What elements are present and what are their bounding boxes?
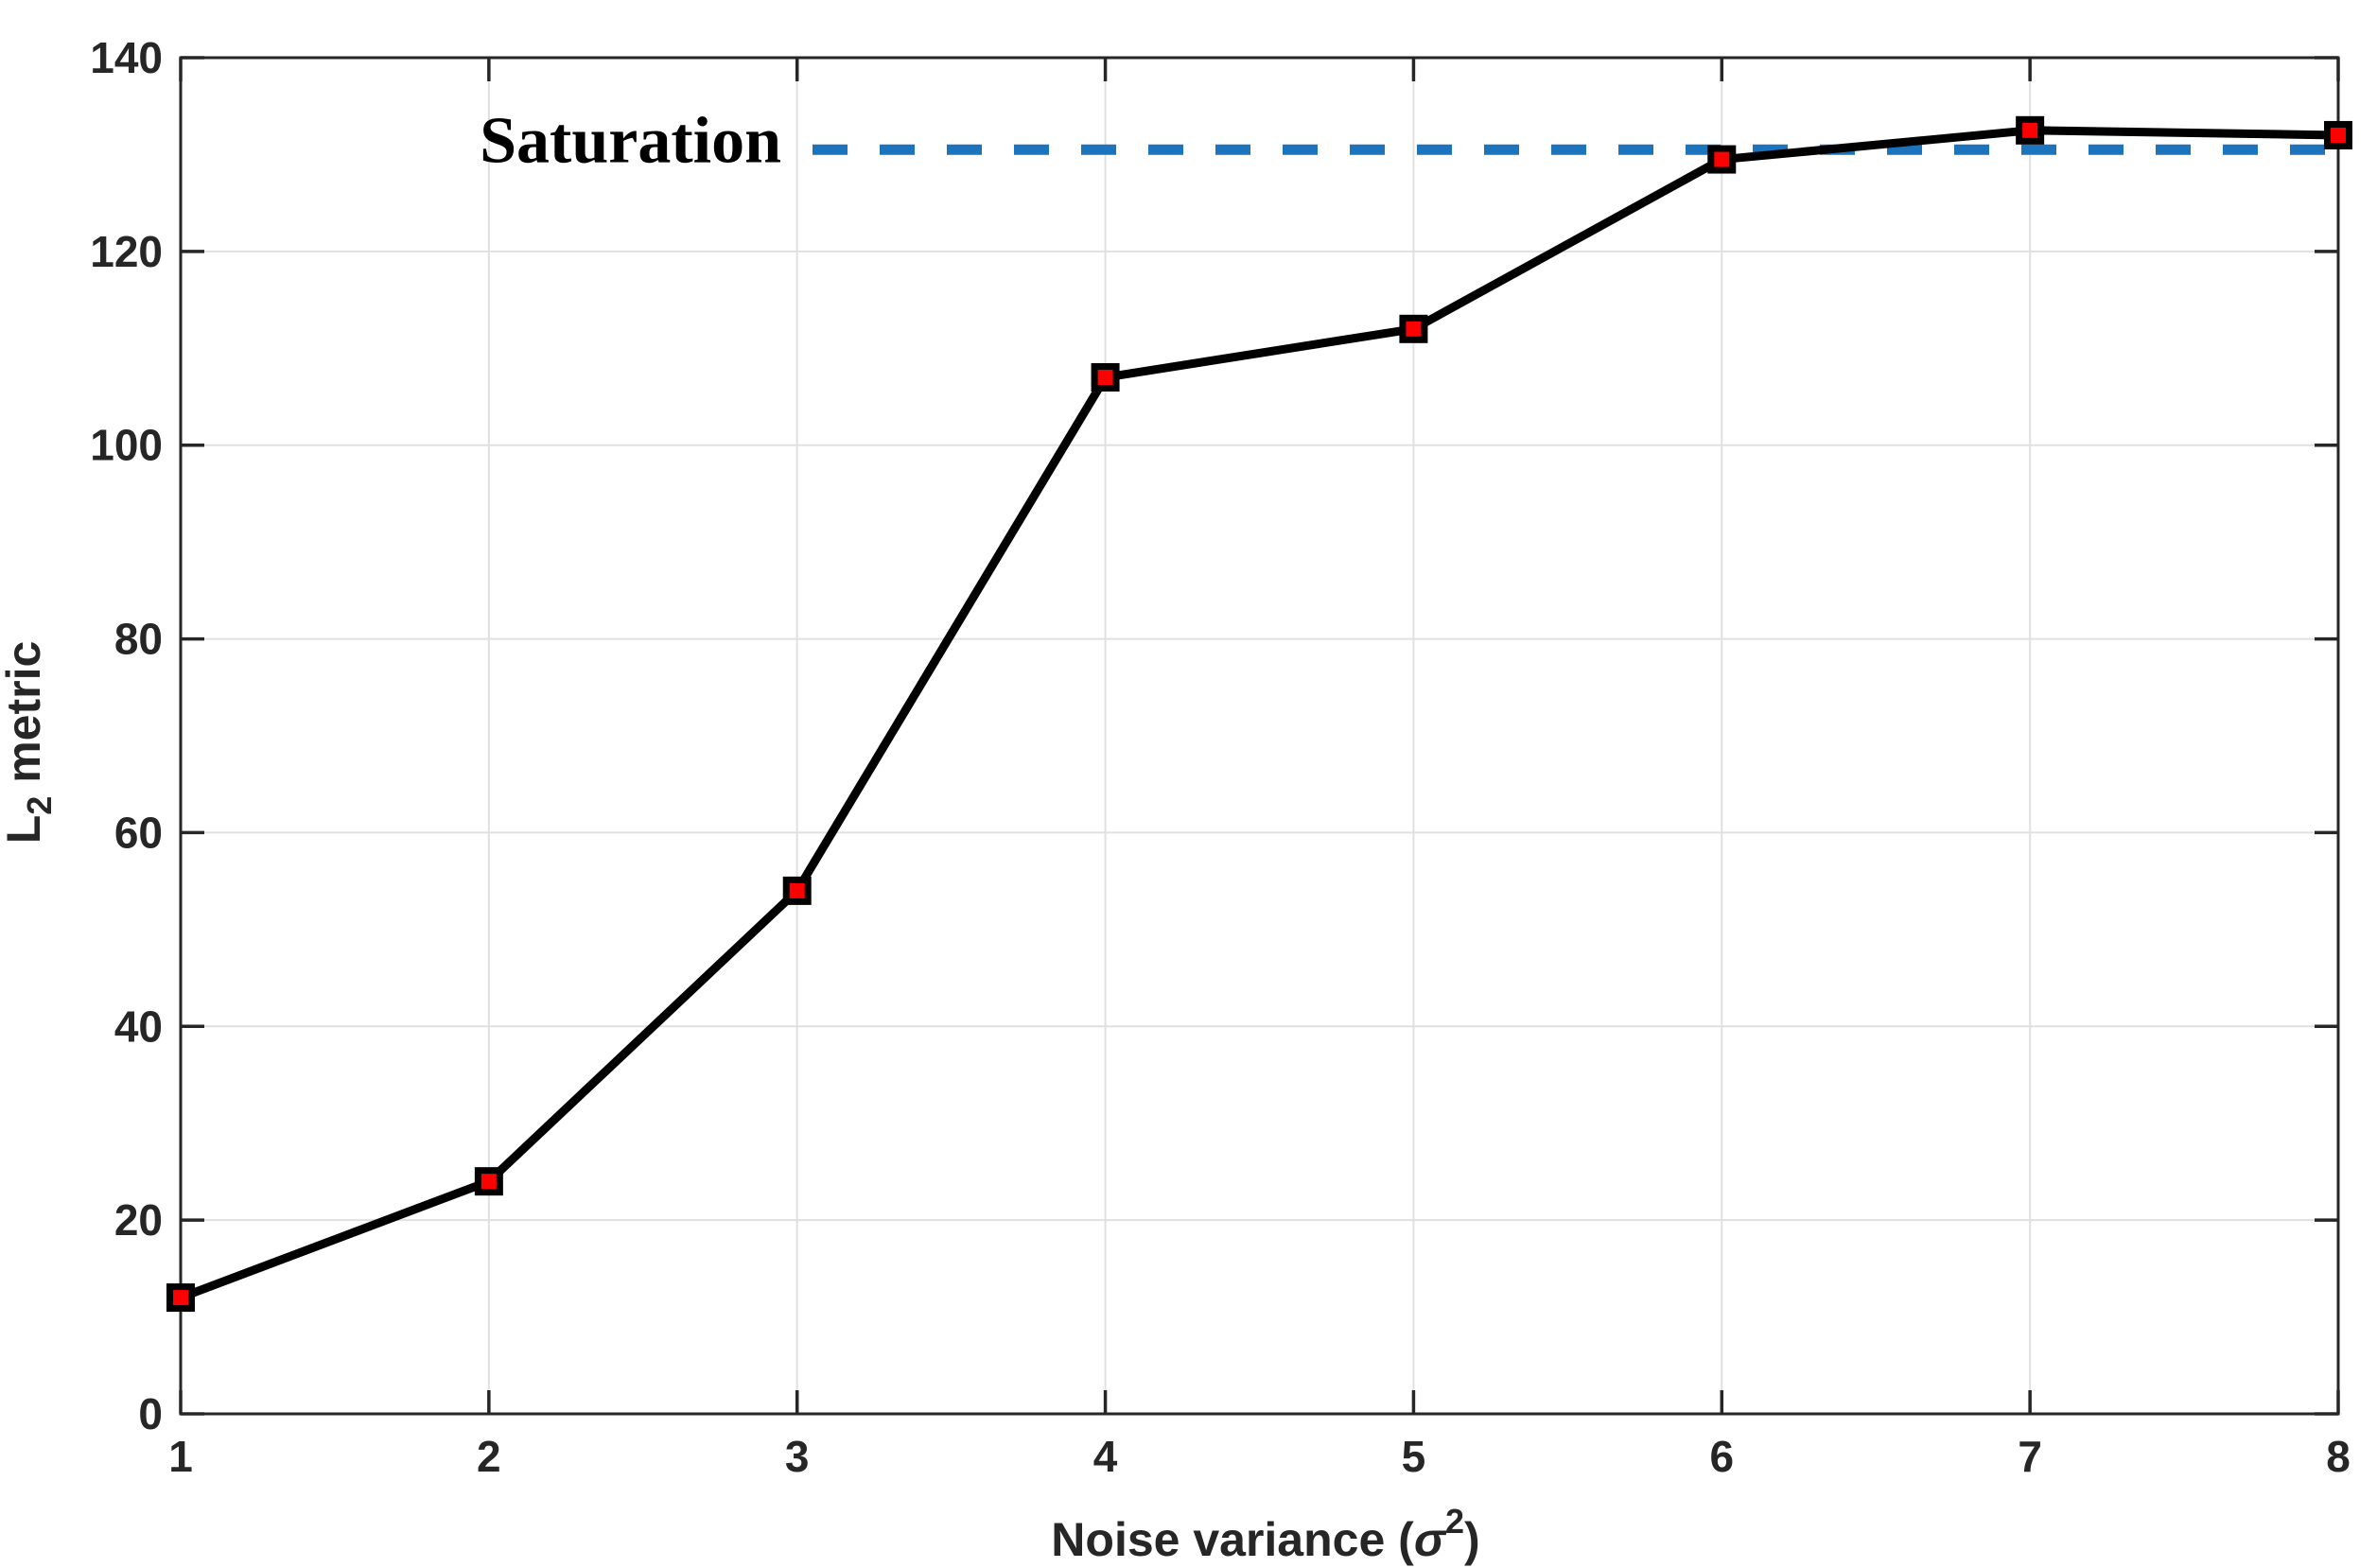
y-tick-label: 60 — [114, 808, 163, 857]
y-tick-label: 0 — [138, 1389, 163, 1438]
data-point-marker — [1091, 363, 1120, 392]
y-tick-label: 20 — [114, 1195, 163, 1245]
data-point-markers — [166, 115, 2352, 1313]
y-tick-label: 120 — [90, 227, 163, 276]
x-tick-label: 7 — [2018, 1432, 2042, 1481]
x-tick-label: 4 — [1093, 1432, 1118, 1481]
x-tick-label: 5 — [1402, 1432, 1426, 1481]
x-tick-labels: 1 2 3 4 5 6 7 8 — [168, 1432, 2351, 1481]
data-point-marker — [1707, 145, 1737, 174]
y-tick-label: 40 — [114, 1002, 163, 1051]
y-axis-label: L2 metric — [0, 641, 59, 845]
data-series-line — [176, 126, 2343, 1302]
tick-marks — [179, 56, 2340, 1416]
x-tick-label: 1 — [168, 1432, 193, 1481]
data-point-marker — [2324, 120, 2352, 149]
x-tick-label: 2 — [477, 1432, 501, 1481]
saturation-label: Saturation — [480, 105, 781, 178]
data-point-marker — [2016, 115, 2045, 145]
data-point-marker — [782, 876, 812, 905]
data-point-marker — [1399, 314, 1428, 343]
y-tick-label: 100 — [90, 421, 163, 470]
x-tick-label: 8 — [2326, 1432, 2351, 1481]
x-axis-label: Noise variance (σ2) — [1051, 1502, 1479, 1566]
axis-frame — [179, 56, 2340, 1416]
y-tick-label: 80 — [114, 615, 163, 664]
data-point-marker — [166, 1283, 195, 1313]
y-tick-label: 140 — [90, 33, 163, 82]
y-tick-labels: 0 20 40 60 80 100 120 140 — [90, 33, 163, 1438]
x-tick-label: 3 — [785, 1432, 810, 1481]
x-tick-label: 6 — [1709, 1432, 1734, 1481]
data-point-marker — [474, 1167, 503, 1196]
gridlines — [181, 58, 2338, 1414]
